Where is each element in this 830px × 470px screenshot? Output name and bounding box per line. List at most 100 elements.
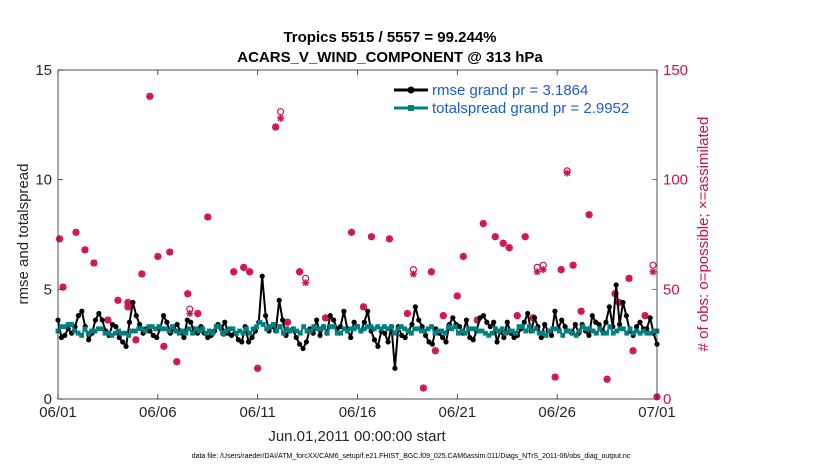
axes-frame <box>57 69 658 400</box>
totalspread-point <box>126 332 132 338</box>
x-tick-label: 06/11 <box>239 404 275 421</box>
obs-assimilated-point <box>284 318 292 326</box>
obs-assimilated-point <box>277 114 285 122</box>
totalspread-point <box>540 330 545 336</box>
rmse-point <box>113 324 119 330</box>
x-axis-ticks: 06/01 06/06 06/11 06/16 06/21 06/26 07/01 <box>39 70 676 421</box>
totalspread-point <box>149 324 155 330</box>
totalspread-point <box>186 326 192 332</box>
obs-assimilated-point <box>132 336 140 344</box>
obs-assimilated-point <box>459 252 467 260</box>
totalspread-point <box>297 330 303 336</box>
obs-assimilated-point <box>499 239 507 247</box>
rmse-point <box>613 282 619 288</box>
totalspread-point <box>267 324 273 330</box>
rmse-point <box>542 321 548 328</box>
obs-assimilated-point <box>184 290 192 298</box>
totalspread-point <box>466 326 471 332</box>
obs-assimilated-point <box>569 261 577 269</box>
rmse-point <box>133 313 139 319</box>
x-tick-label: 06/21 <box>439 404 477 421</box>
rmse-point <box>62 332 68 338</box>
left-y-tick-label: 0 <box>44 391 52 408</box>
rmse-point <box>480 313 487 319</box>
obs-assimilated-point <box>230 268 238 276</box>
totalspread-point <box>429 324 434 330</box>
rmse-point <box>623 313 629 319</box>
totalspread-point <box>506 328 512 334</box>
totalspread-point <box>240 330 246 336</box>
totalspread-point <box>580 324 586 330</box>
rmse-point <box>412 304 418 310</box>
totalspread-point <box>563 328 569 334</box>
rmse-point <box>525 310 531 317</box>
rmse-point <box>538 334 544 341</box>
rmse-point <box>562 324 568 330</box>
totalspread-point <box>119 330 125 336</box>
totalspread-point <box>348 326 354 332</box>
totalspread-point <box>567 328 572 334</box>
obs-assimilated-point <box>173 358 181 366</box>
rmse-point <box>86 337 92 343</box>
plot-area <box>55 92 661 401</box>
totalspread-point <box>345 328 350 334</box>
right-y-tick-label: 50 <box>663 281 680 298</box>
totalspread-point <box>129 328 135 334</box>
totalspread-point <box>156 324 162 330</box>
rmse-point <box>422 332 429 338</box>
totalspread-point <box>183 330 189 336</box>
totalspread-point <box>543 332 549 338</box>
rmse-point <box>494 339 500 345</box>
obs-assimilated-point <box>539 266 547 274</box>
rmse-point <box>120 339 126 345</box>
totalspread-point <box>132 328 138 334</box>
totalspread-point <box>233 330 239 336</box>
obs-assimilated-point <box>72 228 80 236</box>
footer-data-file: data file: /Users/raeder/DAI/ATM_forcXX/… <box>192 453 631 460</box>
totalspread-point <box>462 330 468 336</box>
totalspread-point <box>392 330 397 336</box>
totalspread-point <box>614 328 620 334</box>
totalspread-point <box>631 330 636 336</box>
rmse-point <box>263 313 269 319</box>
totalspread-point <box>284 326 290 332</box>
chart-title-line2: ACARS_V_WIND_COMPONENT @ 313 hPa <box>237 49 543 66</box>
obs-assimilated-point <box>322 314 330 322</box>
totalspread-point <box>304 328 310 334</box>
totalspread-point <box>620 326 626 332</box>
totalspread-point <box>92 328 98 334</box>
totalspread-point <box>163 326 169 332</box>
totalspread-point <box>338 330 344 336</box>
totalspread-point <box>247 330 253 336</box>
totalspread-point <box>287 328 293 334</box>
totalspread-point <box>250 326 256 332</box>
totalspread-point <box>277 324 283 330</box>
rmse-point <box>531 315 538 321</box>
totalspread-point <box>560 332 566 338</box>
rmse-point <box>409 321 415 328</box>
totalspread-point <box>587 326 593 332</box>
totalspread-point <box>439 328 445 334</box>
totalspread-point <box>230 326 236 332</box>
obs-assimilated-point <box>577 307 585 315</box>
totalspread-point <box>412 326 418 332</box>
rmse-point <box>596 321 602 328</box>
totalspread-point <box>237 328 243 334</box>
obs-assimilated-point <box>272 123 280 131</box>
rmse-point <box>419 324 425 330</box>
rmse-point <box>548 332 555 338</box>
right-y-axis-ticks: 0 50 100 150 <box>652 62 688 408</box>
totalspread-point <box>459 328 465 334</box>
totalspread-point <box>533 326 539 332</box>
totalspread-point <box>62 324 68 330</box>
totalspread-point <box>264 326 270 332</box>
obs-assimilated-point <box>146 92 154 100</box>
x-tick-label: 07/01 <box>638 404 676 421</box>
obs-assimilated-point <box>166 248 174 256</box>
totalspread-point <box>583 326 589 332</box>
totalspread-point <box>371 326 377 332</box>
obs-assimilated-point <box>533 268 541 276</box>
rmse-point <box>450 315 456 321</box>
obs-assimilated-point <box>240 263 248 271</box>
totalspread-point <box>102 330 108 336</box>
